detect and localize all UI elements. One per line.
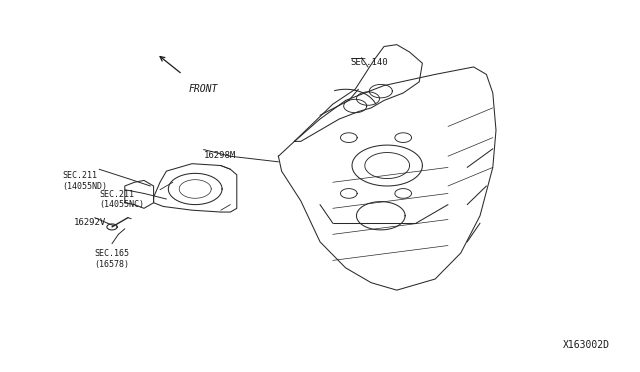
Text: SEC.140: SEC.140 bbox=[351, 58, 388, 67]
Text: SEC.211
(14055NC): SEC.211 (14055NC) bbox=[99, 190, 144, 209]
Text: SEC.211
(14055ND): SEC.211 (14055ND) bbox=[63, 171, 108, 190]
Text: 16292V: 16292V bbox=[74, 218, 106, 227]
Text: 16298M: 16298M bbox=[204, 151, 236, 160]
Text: FRONT: FRONT bbox=[189, 84, 218, 94]
Text: X163002D: X163002D bbox=[563, 340, 610, 350]
Text: SEC.165
(16578): SEC.165 (16578) bbox=[95, 249, 130, 269]
